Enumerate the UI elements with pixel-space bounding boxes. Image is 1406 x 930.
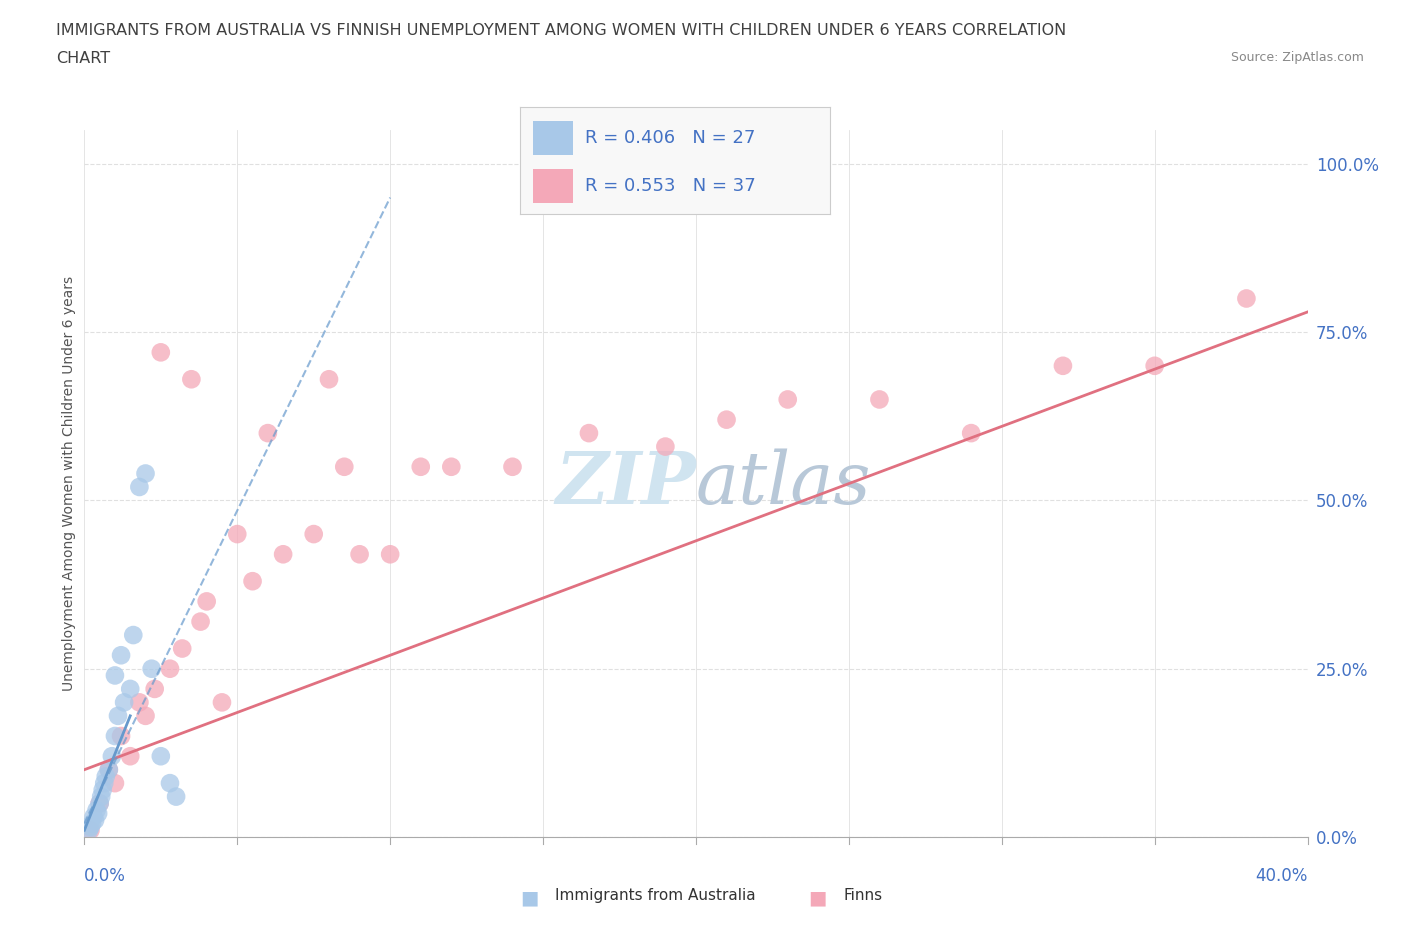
Bar	[533, 169, 572, 204]
Text: ■: ■	[808, 888, 827, 907]
Point	[165, 790, 187, 804]
Point	[271, 547, 294, 562]
Point	[149, 749, 172, 764]
Point	[97, 763, 120, 777]
Point	[349, 547, 371, 562]
Point	[87, 806, 110, 821]
Point	[716, 412, 738, 427]
Point	[1236, 291, 1258, 306]
Point	[180, 372, 202, 387]
Point	[409, 459, 432, 474]
Point	[578, 426, 600, 441]
Point	[89, 796, 111, 811]
Point	[1143, 358, 1166, 373]
Point	[318, 372, 340, 387]
Point	[94, 769, 117, 784]
Text: Immigrants from Australia: Immigrants from Australia	[555, 888, 756, 903]
Point	[141, 661, 163, 676]
Point	[120, 749, 142, 764]
Text: ZIP: ZIP	[555, 448, 696, 519]
Point	[333, 459, 356, 474]
Point	[1052, 358, 1074, 373]
Text: atlas: atlas	[696, 448, 872, 519]
Point	[502, 459, 524, 474]
Point	[195, 594, 218, 609]
Text: CHART: CHART	[56, 51, 110, 66]
Point	[159, 776, 181, 790]
Text: Source: ZipAtlas.com: Source: ZipAtlas.com	[1230, 51, 1364, 64]
Point	[120, 682, 142, 697]
Point	[86, 803, 108, 817]
Point	[112, 695, 135, 710]
Point	[380, 547, 402, 562]
Point	[149, 345, 172, 360]
Point	[101, 749, 124, 764]
Point	[135, 466, 157, 481]
Point	[104, 728, 127, 743]
Point	[869, 392, 891, 407]
Point	[83, 809, 105, 824]
Point	[654, 439, 676, 454]
Point	[79, 823, 101, 838]
Point	[122, 628, 145, 643]
Point	[89, 796, 111, 811]
Point	[960, 426, 983, 441]
Point	[776, 392, 799, 407]
Text: Finns: Finns	[844, 888, 883, 903]
Point	[440, 459, 463, 474]
Point	[110, 648, 132, 663]
Point	[302, 526, 325, 541]
Point	[91, 782, 114, 797]
Text: R = 0.406   N = 27: R = 0.406 N = 27	[585, 129, 755, 147]
Point	[128, 695, 150, 710]
Point	[242, 574, 264, 589]
Point	[97, 763, 120, 777]
Point	[104, 776, 127, 790]
Text: R = 0.553   N = 37: R = 0.553 N = 37	[585, 177, 756, 195]
Point	[190, 614, 212, 629]
Point	[90, 790, 112, 804]
Bar	[533, 121, 572, 155]
Point	[107, 709, 129, 724]
Point	[77, 823, 100, 838]
Text: 40.0%: 40.0%	[1256, 867, 1308, 884]
Point	[93, 776, 115, 790]
Y-axis label: Unemployment Among Women with Children Under 6 years: Unemployment Among Women with Children U…	[62, 276, 76, 691]
Point	[80, 817, 103, 831]
Point	[128, 480, 150, 495]
Point	[257, 426, 280, 441]
Point	[226, 526, 249, 541]
Text: ■: ■	[520, 888, 538, 907]
Point	[143, 682, 166, 697]
Point	[110, 728, 132, 743]
Point	[84, 813, 107, 828]
Point	[135, 709, 157, 724]
Point	[159, 661, 181, 676]
Text: IMMIGRANTS FROM AUSTRALIA VS FINNISH UNEMPLOYMENT AMONG WOMEN WITH CHILDREN UNDE: IMMIGRANTS FROM AUSTRALIA VS FINNISH UNE…	[56, 23, 1067, 38]
Text: 0.0%: 0.0%	[84, 867, 127, 884]
Point	[211, 695, 233, 710]
Point	[79, 819, 101, 834]
Point	[104, 668, 127, 683]
Point	[172, 641, 194, 656]
